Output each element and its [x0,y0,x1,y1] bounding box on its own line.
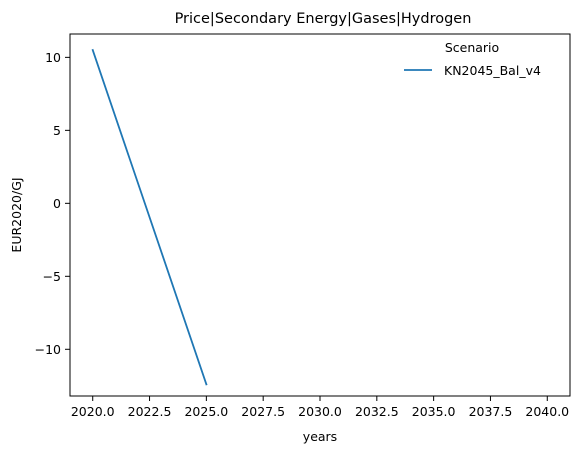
x-tick-label: 2040.0 [525,404,569,419]
y-tick-label: −10 [35,342,61,357]
x-axis-label: years [303,429,337,444]
y-tick-label: 10 [45,50,61,65]
x-tick-label: 2027.5 [241,404,285,419]
x-tick-label: 2030.0 [298,404,342,419]
series-layer [91,48,208,386]
series-line-kn2045-bal-v4 [91,48,208,386]
y-tick-label: −5 [43,269,61,284]
x-tick-label: 2025.0 [184,404,228,419]
y-axis-ticks: 10 5 0 −5 −10 [35,50,70,357]
x-tick-label: 2020.0 [71,404,115,419]
legend-label-kn2045-bal-v4: KN2045_Bal_v4 [444,63,541,78]
x-axis-ticks: 2020.0 2022.5 2025.0 2027.5 2030.0 2032.5 2035… [71,396,569,419]
legend-title: Scenario [445,40,499,55]
chart-title: Price|Secondary Energy|Gases|Hydrogen [175,11,472,27]
x-tick-label: 2035.0 [412,404,456,419]
y-tick-label: 0 [53,196,61,211]
y-tick-label: 5 [53,123,61,138]
x-tick-label: 2022.5 [128,404,172,419]
legend: Scenario KN2045_Bal_v4 [404,40,541,78]
x-tick-label: 2037.5 [469,404,513,419]
x-tick-label: 2032.5 [355,404,399,419]
y-axis-label: EUR2020/GJ [9,177,24,252]
